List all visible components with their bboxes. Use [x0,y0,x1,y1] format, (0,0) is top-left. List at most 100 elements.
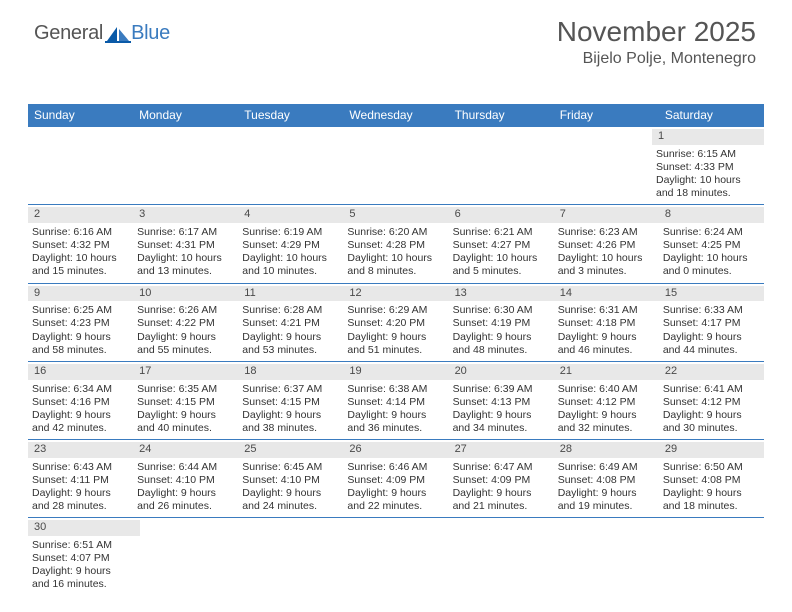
detail-line: and 46 minutes. [558,344,655,357]
week-row: 1Sunrise: 6:15 AMSunset: 4:33 PMDaylight… [28,127,764,205]
empty-cell [452,518,556,595]
day-header: Monday [133,104,238,127]
detail-line: Sunrise: 6:17 AM [137,226,234,239]
day-cell: 25Sunrise: 6:45 AMSunset: 4:10 PMDayligh… [238,440,343,517]
day-details: Sunrise: 6:37 AMSunset: 4:15 PMDaylight:… [242,382,339,436]
day-details: Sunrise: 6:19 AMSunset: 4:29 PMDaylight:… [242,225,339,279]
day-details: Sunrise: 6:26 AMSunset: 4:22 PMDaylight:… [137,303,234,357]
day-number: 16 [28,364,133,380]
detail-line: Sunrise: 6:43 AM [32,461,129,474]
detail-line: Daylight: 10 hours [137,252,234,265]
month-year-title: November 2025 [557,16,756,48]
detail-line: Sunset: 4:19 PM [453,317,550,330]
day-details: Sunrise: 6:43 AMSunset: 4:11 PMDaylight:… [32,460,129,514]
day-number: 7 [554,207,659,223]
detail-line: and 32 minutes. [558,422,655,435]
empty-cell [236,127,340,204]
day-number: 30 [28,520,140,536]
logo: General Blue [34,22,170,45]
detail-line: Sunrise: 6:49 AM [558,461,655,474]
location-title: Bijelo Polje, Montenegro [557,50,756,68]
detail-line: Sunrise: 6:46 AM [347,461,444,474]
detail-line: and 0 minutes. [663,265,760,278]
detail-line: Sunrise: 6:44 AM [137,461,234,474]
detail-line: and 26 minutes. [137,500,234,513]
empty-cell [340,127,444,204]
empty-cell [660,518,764,595]
detail-line: Sunset: 4:25 PM [663,239,760,252]
day-details: Sunrise: 6:28 AMSunset: 4:21 PMDaylight:… [242,303,339,357]
detail-line: Sunrise: 6:20 AM [347,226,444,239]
weeks-container: 1Sunrise: 6:15 AMSunset: 4:33 PMDaylight… [28,127,764,596]
empty-cell [132,127,236,204]
detail-line: and 24 minutes. [242,500,339,513]
detail-line: and 44 minutes. [663,344,760,357]
day-cell: 19Sunrise: 6:38 AMSunset: 4:14 PMDayligh… [343,362,448,439]
day-number: 2 [28,207,133,223]
detail-line: Sunset: 4:28 PM [347,239,444,252]
day-cell: 30Sunrise: 6:51 AMSunset: 4:07 PMDayligh… [28,518,140,595]
detail-line: and 40 minutes. [137,422,234,435]
detail-line: Sunrise: 6:19 AM [242,226,339,239]
day-details: Sunrise: 6:23 AMSunset: 4:26 PMDaylight:… [558,225,655,279]
day-number: 26 [343,442,448,458]
detail-line: Sunrise: 6:28 AM [242,304,339,317]
day-details: Sunrise: 6:15 AMSunset: 4:33 PMDaylight:… [656,147,760,201]
detail-line: Daylight: 9 hours [663,331,760,344]
day-details: Sunrise: 6:35 AMSunset: 4:15 PMDaylight:… [137,382,234,436]
day-number: 15 [659,286,764,302]
detail-line: Daylight: 10 hours [663,252,760,265]
detail-line: Sunset: 4:08 PM [558,474,655,487]
detail-line: Sunset: 4:31 PM [137,239,234,252]
detail-line: Sunset: 4:14 PM [347,396,444,409]
day-details: Sunrise: 6:49 AMSunset: 4:08 PMDaylight:… [558,460,655,514]
day-cell: 1Sunrise: 6:15 AMSunset: 4:33 PMDaylight… [652,127,764,204]
day-number: 3 [133,207,238,223]
day-details: Sunrise: 6:24 AMSunset: 4:25 PMDaylight:… [663,225,760,279]
day-cell: 17 Sunrise: 6:35 AMSunset: 4:15 PMDayligh… [133,362,238,439]
day-details: Sunrise: 6:50 AMSunset: 4:08 PMDaylight:… [663,460,760,514]
logo-text-right: Blue [131,22,170,45]
detail-line: Daylight: 9 hours [453,331,550,344]
day-details: Sunrise: 6:31 AMSunset: 4:18 PMDaylight:… [558,303,655,357]
detail-line: Daylight: 9 hours [242,409,339,422]
day-number: 23 [28,442,133,458]
detail-line: Daylight: 9 hours [32,331,129,344]
detail-line: Daylight: 10 hours [242,252,339,265]
day-cell: 9Sunrise: 6:25 AMSunset: 4:23 PMDaylight… [28,284,133,361]
day-number: 22 [659,364,764,380]
detail-line: Sunset: 4:12 PM [663,396,760,409]
detail-line: Sunrise: 6:39 AM [453,383,550,396]
day-details: Sunrise: 6:20 AMSunset: 4:28 PMDaylight:… [347,225,444,279]
day-number: 10 [133,286,238,302]
day-header: Tuesday [238,104,343,127]
empty-cell [348,518,452,595]
detail-line: Sunset: 4:22 PM [137,317,234,330]
detail-line: Sunset: 4:17 PM [663,317,760,330]
day-number: 17 [133,364,238,380]
day-number: 24 [133,442,238,458]
day-details: Sunrise: 6:44 AMSunset: 4:10 PMDaylight:… [137,460,234,514]
day-header: Sunday [28,104,133,127]
detail-line: Daylight: 9 hours [347,409,444,422]
detail-line: Sunrise: 6:34 AM [32,383,129,396]
day-cell: 26Sunrise: 6:46 AMSunset: 4:09 PMDayligh… [343,440,448,517]
day-number: 13 [449,286,554,302]
day-cell: 28Sunrise: 6:49 AMSunset: 4:08 PMDayligh… [554,440,659,517]
day-details: Sunrise: 6:34 AMSunset: 4:16 PMDaylight:… [32,382,129,436]
day-cell: 22Sunrise: 6:41 AMSunset: 4:12 PMDayligh… [659,362,764,439]
detail-line: Daylight: 9 hours [137,409,234,422]
detail-line: Sunset: 4:23 PM [32,317,129,330]
detail-line: and 51 minutes. [347,344,444,357]
detail-line: Daylight: 9 hours [453,487,550,500]
day-cell: 18Sunrise: 6:37 AMSunset: 4:15 PMDayligh… [238,362,343,439]
day-number: 12 [343,286,448,302]
day-header: Friday [554,104,659,127]
day-details: Sunrise: 6:16 AMSunset: 4:32 PMDaylight:… [32,225,129,279]
detail-line: Sunset: 4:15 PM [242,396,339,409]
day-details: Sunrise: 6:17 AMSunset: 4:31 PMDaylight:… [137,225,234,279]
day-cell: 15Sunrise: 6:33 AMSunset: 4:17 PMDayligh… [659,284,764,361]
detail-line: Sunset: 4:07 PM [32,552,136,565]
detail-line: and 28 minutes. [32,500,129,513]
detail-line: and 38 minutes. [242,422,339,435]
